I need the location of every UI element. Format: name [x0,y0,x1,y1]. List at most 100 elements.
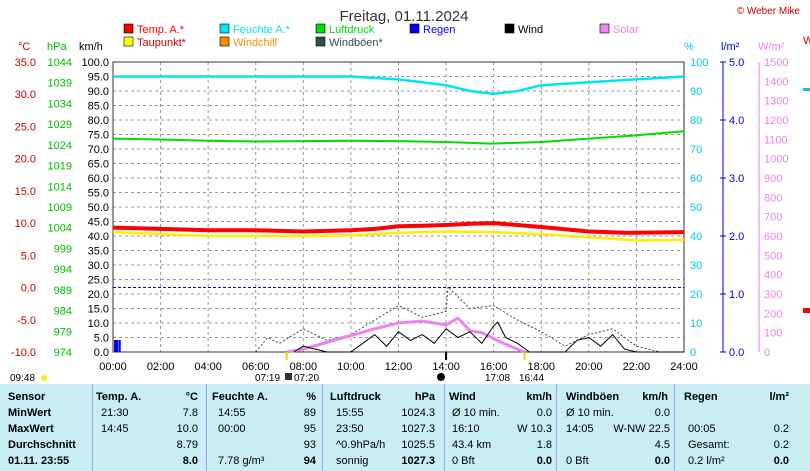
row-hum-time: 00:00 [218,423,246,435]
legend-swatch [123,23,134,34]
row-label: MinWert [8,407,52,419]
legend-swatch [599,23,610,34]
temp-tick-label: -5.0 [17,315,36,327]
rain-tick-label: 4.0 [729,115,744,127]
rain-tick-label: 2.0 [729,231,744,243]
row-hum-time: 7.78 g/m³ [218,455,265,467]
header-temp: Temp. A. [96,391,142,403]
hpa-tick-label: 994 [54,264,72,276]
row-rain-label: 0.2 l/m² [688,455,725,467]
hpa-unit-label: hPa [47,41,67,53]
kmh-tick-label: 80.0 [88,115,109,127]
table-separator [206,384,207,471]
kmh-tick-label: 65.0 [88,159,109,171]
time-tick-label: 20:00 [575,361,603,373]
kmh-unit-label: km/h [79,41,103,53]
row-rain-label: Gesamt: [688,439,730,451]
series-windboen-line [255,285,684,353]
rain-tick-label: 5.0 [729,57,744,69]
row-label: 01.11. 23:55 [8,455,70,467]
solar-tick-label: 0 [764,347,770,359]
row-gust-value: 4.5 [654,439,670,451]
row-press-time: sonnig [336,455,369,467]
row-wind-value: 0.0 [536,407,552,419]
solar-tick-label: 600 [764,231,782,243]
temp-tick-label: 25.0 [15,121,36,133]
sunrise-icon [285,373,292,380]
rain-unit-label: l/m² [721,41,740,53]
chart-legend: Temp. A.* Feuchte A.* Luftdruck Regen Wind So… [123,23,639,49]
time-tick-label: 02:00 [147,361,175,373]
solar-tick-label: 1400 [764,76,788,88]
row-press-value: 1024.3 [401,407,435,419]
legend-swatch [123,36,134,47]
time-tick-label: 16:00 [480,361,508,373]
kmh-tick-label: 25.0 [88,275,109,287]
header-hum: Feuchte A. [212,391,268,403]
header-gust: Windböen [566,391,620,403]
time-tick-label: 18:00 [527,361,555,373]
kmh-tick-label: 100.0 [81,57,109,69]
series-taupunkt-line [112,230,685,242]
series-temp-line [112,221,685,235]
row-label: MaxWert [8,423,54,435]
header-wind: Wind [449,391,476,403]
kmh-tick-label: 60.0 [88,173,109,185]
temp-tick-label: 10.0 [15,218,36,230]
solar-tick-label: 300 [764,289,782,301]
hpa-tick-label: 1024 [48,140,72,152]
series-luftdruck-line [112,130,685,145]
edge-mark [803,308,810,313]
kmh-tick-label: 55.0 [88,188,109,200]
row-gust-value: 0.0 [654,407,670,419]
row-temp-value: 8.79 [176,439,198,451]
table-separator [556,384,557,471]
kmh-tick-label: 10.0 [88,318,109,330]
kmh-tick-label: 5.0 [94,333,109,345]
kmh-tick-label: 15.0 [88,304,109,316]
legend-swatch [219,36,230,47]
kmh-tick-label: 30.0 [88,260,109,272]
pct-tick-label: 20 [690,289,702,301]
row-label: Durchschnitt [8,439,76,451]
chart-axes: 35.0 30.0 25.0 20.0 15.0 10.0 5.0 0.0 -5.0 -10.0 1… [10,41,810,384]
moon-time-label: 17:08 [485,373,510,384]
row-gust-label: Ø 10 min. [566,407,614,419]
kmh-tick-label: 95.0 [88,72,109,84]
kmh-tick-label: 85.0 [88,101,109,113]
series-solar-line [286,316,526,354]
row-rain-value: 0.0 [773,455,789,467]
legend-swatch [409,23,420,34]
kmh-tick-label: 50.0 [88,202,109,214]
row-gust-value: 0.0 [654,455,670,467]
row-hum-value: 93 [303,439,316,451]
hpa-tick-label: 1004 [48,223,72,235]
legend-label: Windböen* [329,37,384,49]
kmh-tick-label: 75.0 [88,130,109,142]
solar-unit-label: W/m² [758,41,785,53]
row-gust-label: 0 Bft [566,455,589,467]
time-tick-label: 22:00 [623,361,651,373]
table-separator [444,384,445,471]
pct-tick-label: 0 [690,347,696,359]
rain-tick-label: 3.0 [729,173,744,185]
hpa-tick-label: 1029 [48,119,72,131]
pct-tick-label: 90 [690,86,702,98]
row-press-time: 23:50 [336,423,364,435]
pct-tick-label: 50 [690,202,702,214]
pct-tick-label: 40 [690,231,702,243]
row-wind-label: 0 Bft [452,455,475,467]
time-tick-label: 04:00 [194,361,222,373]
temp-tick-label: 30.0 [15,89,36,101]
pct-tick-label: 70 [690,144,702,156]
hpa-tick-label: 1039 [48,78,72,90]
row-temp-value: 8.0 [182,455,198,467]
sunrise-label: 07:19 [255,373,280,384]
row-temp-time: 21:30 [101,407,129,419]
pct-unit-label: % [684,41,694,53]
row-hum-value: 94 [303,455,316,467]
row-hum-time: 14:55 [218,407,246,419]
kmh-tick-label: 20.0 [88,289,109,301]
kmh-tick-label: 35.0 [88,246,109,258]
hpa-tick-label: 979 [54,326,72,338]
